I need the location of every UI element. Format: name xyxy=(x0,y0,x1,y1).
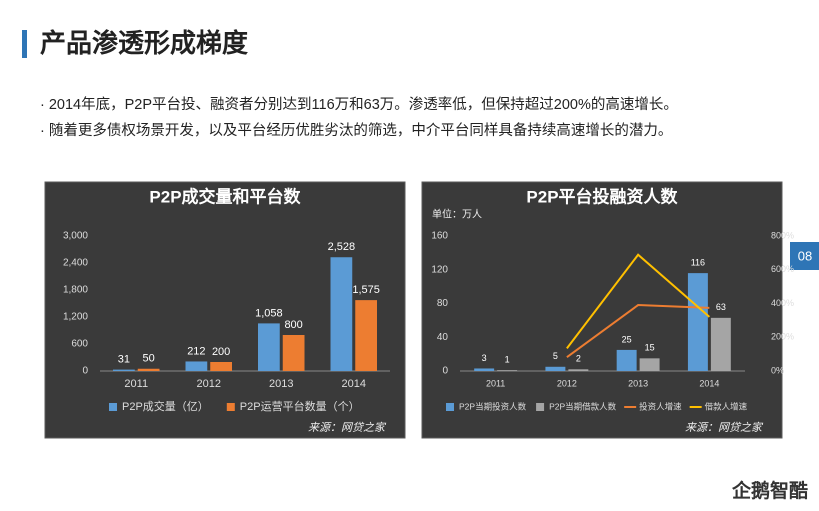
data-label: 15 xyxy=(645,343,655,353)
x-tick-label: 2011 xyxy=(124,378,148,390)
legend-swatch xyxy=(536,403,545,411)
line-series xyxy=(566,304,710,358)
data-label: 116 xyxy=(691,258,705,268)
data-label: 1 xyxy=(505,355,510,365)
data-label: 63 xyxy=(716,302,726,312)
bar xyxy=(355,300,377,371)
bar xyxy=(687,273,708,371)
bar xyxy=(282,335,305,371)
slide-title: 产品渗透形成梯度 xyxy=(40,28,248,58)
legend-label: 投资人增速 xyxy=(639,401,682,411)
y-tick-label: 0 xyxy=(442,366,448,377)
data-label: 1,058 xyxy=(255,307,283,319)
y2-tick-label: 400% xyxy=(771,298,794,308)
title-accent xyxy=(22,30,27,58)
chart-title: P2P平台投融资人数 xyxy=(526,186,678,206)
bar xyxy=(474,368,495,371)
bar xyxy=(497,370,518,371)
bar xyxy=(113,369,135,371)
chart-title: P2P成交量和平台数 xyxy=(149,186,301,206)
data-label: 2,528 xyxy=(328,241,356,253)
source-note: 来源：网贷之家 xyxy=(308,421,387,434)
y2-tick-label: 0% xyxy=(771,365,784,375)
x-tick-label: 2014 xyxy=(699,378,719,388)
bar xyxy=(258,323,280,371)
logo: 企鹅智酷 xyxy=(731,479,808,502)
y-tick-label: 1,200 xyxy=(63,312,88,323)
x-tick-label: 2011 xyxy=(486,378,505,388)
y2-tick-label: 800% xyxy=(771,230,794,240)
legend-label: P2P当期投资人数 xyxy=(459,401,527,411)
bullet: · 2014年底，P2P平台投、融资者分别达到116万和63万。渗透率低，但保持… xyxy=(40,96,678,113)
data-label: 25 xyxy=(622,334,632,344)
y-tick-label: 600 xyxy=(71,339,88,350)
legend-label: P2P运营平台数量（个） xyxy=(240,399,360,413)
y-tick-label: 120 xyxy=(431,264,448,275)
chart-panel xyxy=(421,181,783,439)
bar xyxy=(545,366,566,371)
x-tick-label: 2014 xyxy=(342,378,366,390)
data-label: 200 xyxy=(212,346,230,358)
y-tick-label: 2,400 xyxy=(63,258,88,269)
legend-label: P2P成交量（亿） xyxy=(122,399,209,413)
legend-swatch xyxy=(226,403,235,411)
legend-swatch xyxy=(446,403,454,411)
data-label: 5 xyxy=(553,351,558,361)
data-label: 31 xyxy=(118,354,130,366)
legend-swatch xyxy=(109,403,117,411)
data-label: 50 xyxy=(143,353,155,365)
bar xyxy=(137,368,160,371)
bar xyxy=(616,349,637,371)
bullet: · 随着更多债权场景开发，以及平台经历优胜劣汰的筛选，中介平台同样具备持续高速增… xyxy=(40,122,672,139)
bar xyxy=(185,361,208,371)
legend-label: P2P当期借款人数 xyxy=(549,401,617,411)
data-label: 212 xyxy=(187,345,205,357)
y2-tick-label: 600% xyxy=(771,264,794,274)
data-label: 2 xyxy=(576,354,581,364)
bar xyxy=(330,257,353,371)
data-label: 800 xyxy=(284,319,302,331)
bar xyxy=(210,362,232,371)
x-tick-label: 2012 xyxy=(197,378,221,390)
bar xyxy=(710,317,731,371)
y-tick-label: 160 xyxy=(431,231,448,242)
x-tick-label: 2013 xyxy=(628,378,648,388)
legend-label: 借款人增速 xyxy=(705,401,748,411)
line-series xyxy=(566,253,711,349)
bar xyxy=(639,358,660,371)
y-tick-label: 1,800 xyxy=(63,285,88,296)
source-note: 来源：网贷之家 xyxy=(685,421,764,434)
y-axis-label: 单位：万人 xyxy=(432,208,482,221)
page-number: 08 xyxy=(798,248,812,263)
y-tick-label: 3,000 xyxy=(63,231,88,242)
data-label: 3 xyxy=(482,353,487,363)
bar xyxy=(568,369,589,371)
y-tick-label: 40 xyxy=(437,332,449,343)
data-label: 1,575 xyxy=(352,284,380,296)
y-tick-label: 80 xyxy=(437,298,449,309)
x-tick-label: 2013 xyxy=(269,378,293,390)
y2-tick-label: 200% xyxy=(771,332,794,342)
x-tick-label: 2012 xyxy=(557,378,577,388)
y-tick-label: 0 xyxy=(82,366,88,377)
page-tab xyxy=(790,242,819,270)
